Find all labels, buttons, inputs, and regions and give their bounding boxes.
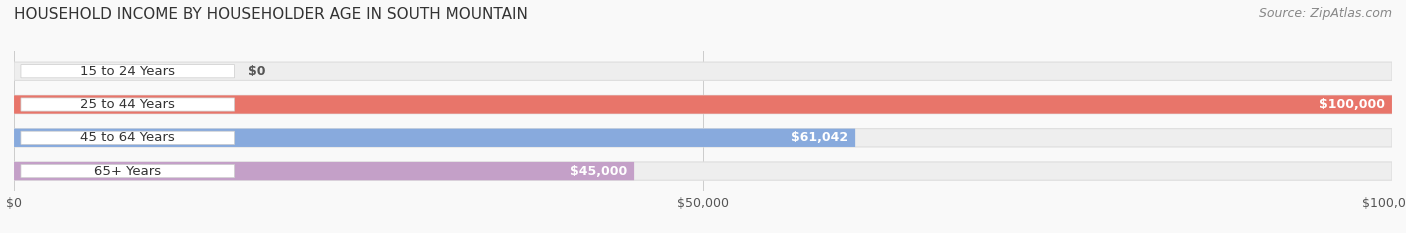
- Text: $100,000: $100,000: [1319, 98, 1385, 111]
- Text: 15 to 24 Years: 15 to 24 Years: [80, 65, 176, 78]
- Text: 65+ Years: 65+ Years: [94, 164, 162, 178]
- Text: $45,000: $45,000: [569, 164, 627, 178]
- Text: HOUSEHOLD INCOME BY HOUSEHOLDER AGE IN SOUTH MOUNTAIN: HOUSEHOLD INCOME BY HOUSEHOLDER AGE IN S…: [14, 7, 527, 22]
- FancyBboxPatch shape: [14, 95, 1392, 114]
- FancyBboxPatch shape: [21, 98, 235, 111]
- Text: $0: $0: [249, 65, 266, 78]
- FancyBboxPatch shape: [14, 162, 1392, 180]
- FancyBboxPatch shape: [21, 164, 235, 178]
- FancyBboxPatch shape: [21, 131, 235, 144]
- FancyBboxPatch shape: [21, 65, 235, 78]
- Text: 25 to 44 Years: 25 to 44 Years: [80, 98, 176, 111]
- Text: Source: ZipAtlas.com: Source: ZipAtlas.com: [1258, 7, 1392, 20]
- FancyBboxPatch shape: [14, 129, 855, 147]
- Text: 45 to 64 Years: 45 to 64 Years: [80, 131, 176, 144]
- FancyBboxPatch shape: [14, 95, 1392, 114]
- FancyBboxPatch shape: [14, 62, 1392, 80]
- FancyBboxPatch shape: [14, 162, 634, 180]
- FancyBboxPatch shape: [14, 129, 1392, 147]
- Text: $61,042: $61,042: [792, 131, 848, 144]
